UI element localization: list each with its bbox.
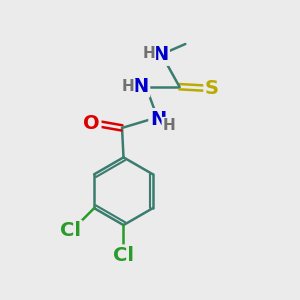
Text: N: N xyxy=(152,45,168,64)
Text: S: S xyxy=(205,79,219,98)
Text: H: H xyxy=(163,118,175,133)
Text: O: O xyxy=(83,114,100,133)
Text: Cl: Cl xyxy=(60,221,81,240)
Text: Cl: Cl xyxy=(113,246,134,265)
Text: H: H xyxy=(122,79,134,94)
Text: H: H xyxy=(142,46,155,61)
Text: N: N xyxy=(150,110,166,129)
Text: N: N xyxy=(133,77,149,96)
